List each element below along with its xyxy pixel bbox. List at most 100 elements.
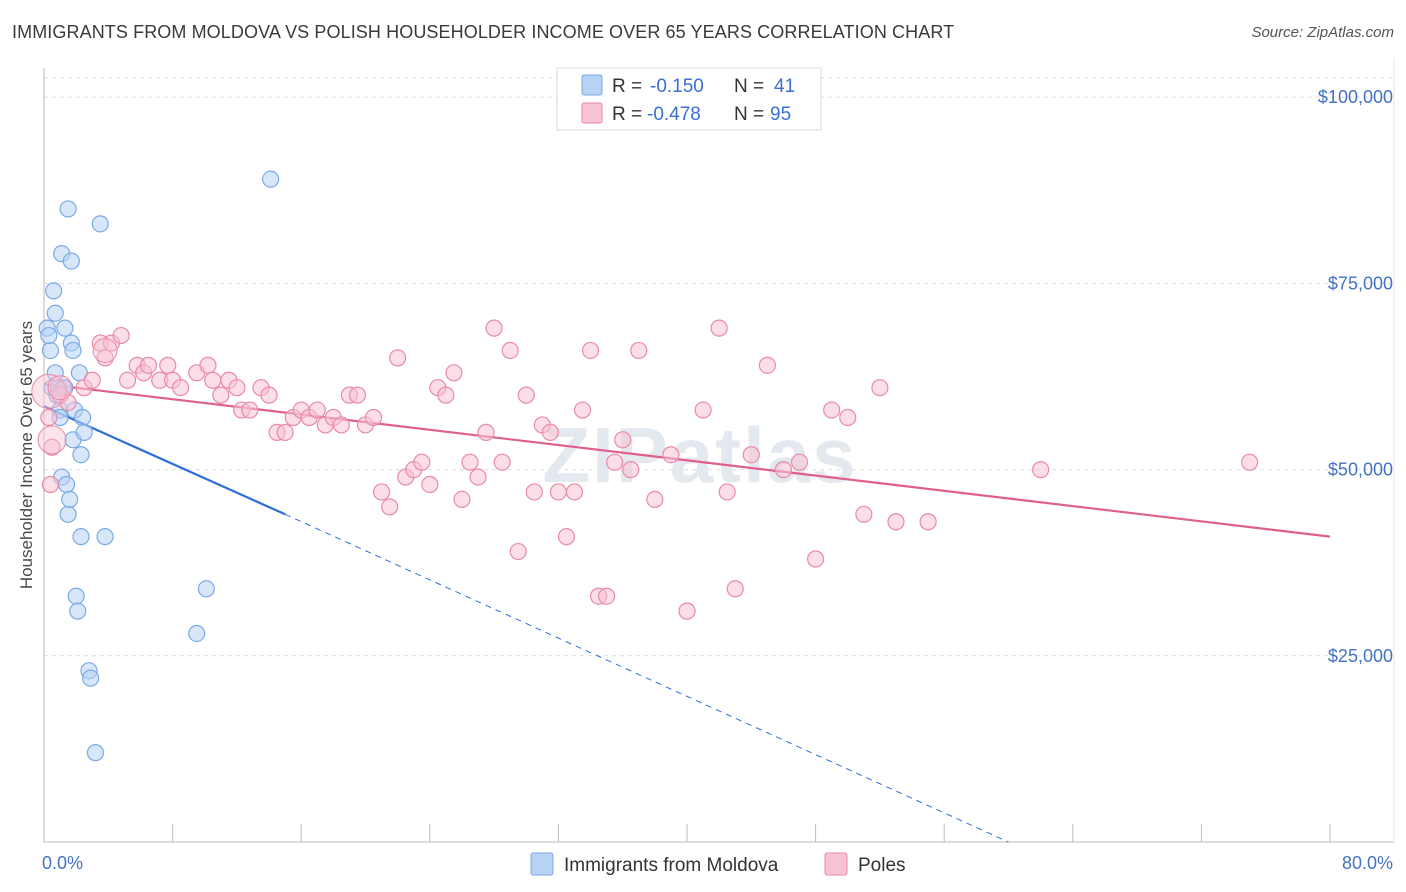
poles-point-82 [742,446,760,464]
poles-point-0 [40,408,58,427]
poles-point-88 [839,408,857,427]
moldova-point-18 [61,490,79,509]
poles-point-91 [887,513,905,531]
y-tick-label-2: $75,000 [1328,273,1393,293]
poles-point-64 [549,483,568,501]
poles-point-21 [204,371,222,389]
legend-swatch-poles [581,102,603,124]
moldova-point-29 [73,408,92,427]
poles-point-6 [83,371,101,389]
poles-point-28 [260,386,278,404]
poles-point-20 [199,356,217,374]
poles-point-42 [372,483,391,501]
data-points [31,170,1259,762]
poles-point-74 [630,341,648,360]
poles-point-50 [437,386,455,404]
poles-point-75 [646,490,664,509]
poles-point-39 [348,386,367,404]
moldova-point-22 [64,341,82,360]
moldova-point-35 [96,528,114,546]
poles-point-55 [477,423,495,441]
poles-point-65 [557,528,576,546]
legend-r-value-moldova: -0.150 [650,76,704,97]
poles-point-11 [118,371,137,389]
poles-point-63 [541,423,559,441]
poles-point-1 [41,475,60,494]
poles-point-71 [606,453,624,471]
poles-point-83 [758,356,776,374]
poles-point-90 [871,379,889,397]
poles-point-56 [485,319,503,337]
poles-point-77 [678,602,696,620]
poles-point-60 [517,386,535,404]
legend-swatch-moldova [581,74,603,96]
moldova-point-30 [75,423,93,441]
moldova-point-5 [46,304,64,322]
poles-point-73 [622,461,640,479]
moldova-point-20 [62,252,80,270]
poles-point-87 [823,401,841,419]
legend-r-value-poles: -0.478 [647,104,701,125]
poles-point-84 [774,461,793,479]
moldova-point-28 [72,528,90,546]
moldova-point-16 [59,505,77,523]
moldova-trend-extension [284,513,1009,843]
poles-point-10 [112,326,130,345]
x-tick-labels: 0.0% 80.0% [42,853,1393,873]
moldova-point-1 [41,341,60,360]
y-tick-label-1: $50,000 [1328,460,1393,480]
legend: R = -0.150 N = 41 R = -0.478 N = 95 [556,67,822,131]
moldova-point-32 [82,669,100,687]
moldova-point-38 [262,170,280,188]
poles-point-26 [241,401,259,419]
chart-title: IMMIGRANTS FROM MOLDOVA VS POLISH HOUSEH… [12,22,955,42]
y-tick-label-0: $25,000 [1328,646,1393,666]
poles-point-48 [421,475,439,494]
poles-point-2 [43,438,61,456]
moldova-point-17 [59,200,77,218]
bottom-legend: Immigrants from Moldova Poles [530,852,906,876]
poles-point-80 [718,483,736,501]
poles-point-58 [501,341,519,360]
poles-point-30 [276,423,294,441]
poles-point-24 [228,379,246,397]
poles-point-86 [806,550,825,568]
moldova-point-37 [197,580,215,598]
poles-point-93 [1032,461,1050,479]
poles-point-41 [364,408,383,427]
poles-point-79 [710,319,728,337]
poles-point-78 [694,401,712,419]
moldova-point-3 [45,282,63,300]
poles-point-52 [453,490,471,509]
poles-point-89 [855,505,873,523]
poles-point-22 [212,386,230,404]
legend-r-label-moldova: R = [612,76,642,97]
moldova-point-25 [69,602,87,620]
poles-point-70 [598,587,616,605]
y-axis-label: Householder Income Over 65 years [17,321,36,589]
poles-point-53 [461,453,479,471]
moldova-point-39 [40,326,58,345]
bottom-legend-swatch-poles [824,852,848,876]
poles-point-14 [139,356,158,374]
poles-point-51 [445,364,463,382]
poles-point-59 [509,542,527,561]
poles-cluster-point-1 [37,425,67,455]
poles-point-76 [662,446,680,464]
poles-point-94 [1241,453,1259,471]
moldova-point-33 [86,744,105,762]
moldova-point-13 [56,319,74,337]
poles-point-54 [469,468,487,486]
poles-cluster-point-2 [47,375,73,401]
poles-point-92 [919,513,937,531]
poles-point-66 [565,483,584,501]
legend-n-label-moldova: N = [734,76,764,97]
chart-source: Source: ZipAtlas.com [1251,24,1394,41]
poles-point-81 [726,580,744,598]
x-tick-label-0: 0.0% [42,853,83,873]
poles-point-34 [308,401,326,419]
poles-point-85 [790,453,809,471]
moldova-point-36 [188,624,206,643]
legend-n-value-poles: 95 [770,104,791,125]
